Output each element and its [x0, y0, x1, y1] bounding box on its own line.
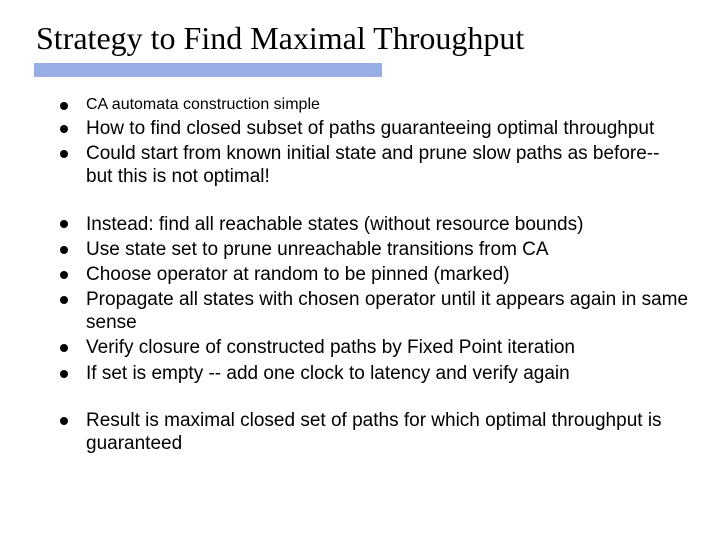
group-spacer — [30, 387, 690, 409]
slide-title: Strategy to Find Maximal Throughput — [36, 20, 690, 57]
list-item: Could start from known initial state and… — [60, 142, 690, 188]
list-item: Propagate all states with chosen operato… — [60, 288, 690, 334]
bullet-list: Result is maximal closed set of paths fo… — [30, 409, 690, 455]
list-item: Choose operator at random to be pinned (… — [60, 263, 690, 286]
list-item: Result is maximal closed set of paths fo… — [60, 409, 690, 455]
list-item: Instead: find all reachable states (with… — [60, 213, 690, 236]
list-item: CA automata construction simple — [60, 95, 690, 115]
list-item: How to find closed subset of paths guara… — [60, 117, 690, 140]
title-underline-bar — [34, 63, 382, 77]
bullet-list: CA automata construction simple How to f… — [30, 95, 690, 189]
list-item: If set is empty -- add one clock to late… — [60, 362, 690, 385]
list-item: Use state set to prune unreachable trans… — [60, 238, 690, 261]
slide: Strategy to Find Maximal Throughput CA a… — [0, 0, 720, 540]
list-item: Verify closure of constructed paths by F… — [60, 336, 690, 359]
bullet-list: Instead: find all reachable states (with… — [30, 213, 690, 385]
group-spacer — [30, 191, 690, 213]
